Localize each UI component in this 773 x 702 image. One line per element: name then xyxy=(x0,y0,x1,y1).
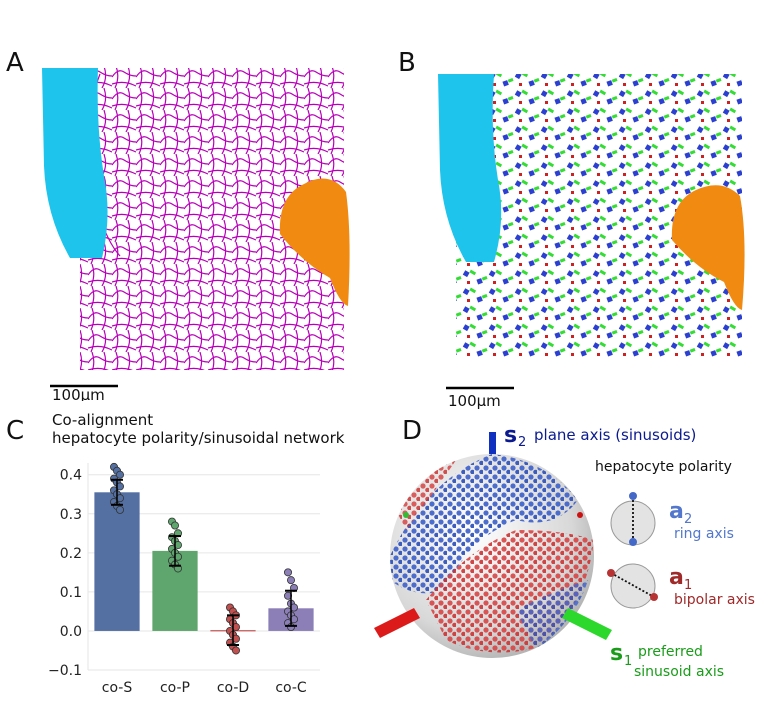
scale-label-a: 100μm xyxy=(52,386,105,401)
s2-subscript: 2 xyxy=(518,435,526,450)
chart-title-line2: hepatocyte polarity/sinusoidal network xyxy=(52,429,345,447)
s1-symbol: s xyxy=(610,641,623,666)
y-tick-label: 0.3 xyxy=(60,507,82,523)
panel-letter-b: B xyxy=(398,48,416,78)
panel-b-image: 100μm xyxy=(438,74,745,410)
polarity-title: hepatocyte polarity xyxy=(595,459,732,475)
x-tick-label: co-P xyxy=(160,680,190,696)
y-tick-label: −0.1 xyxy=(48,663,82,679)
panel-d-diagram: s 2 plane axis (sinusoids) hepatocyte po… xyxy=(374,423,755,680)
s1-subscript: 1 xyxy=(624,654,632,669)
central-vein-b xyxy=(438,74,502,262)
data-point xyxy=(170,521,179,530)
x-tick-label: co-D xyxy=(217,680,249,696)
a1-label: bipolar axis xyxy=(674,592,755,608)
scale-label-b: 100μm xyxy=(448,392,501,410)
a2-label: ring axis xyxy=(674,526,734,542)
data-point xyxy=(116,470,125,479)
panel-letter-d: D xyxy=(402,416,423,446)
data-point xyxy=(283,568,292,577)
data-point xyxy=(116,505,125,514)
chart-bars xyxy=(94,492,314,632)
y-tick-label: 0.2 xyxy=(60,546,82,562)
y-tick-label: 0.1 xyxy=(60,585,82,601)
bar-chart: 0.4 0.3 0.2 0.1 0.0 −0.1 co-S co-P co-D co-C xyxy=(48,462,320,696)
chart-x-ticks: co-S co-P co-D co-C xyxy=(102,680,307,696)
x-tick-label: co-C xyxy=(275,680,307,696)
y-tick-label: 0.0 xyxy=(60,624,82,640)
chart-y-ticks: 0.4 0.3 0.2 0.1 0.0 −0.1 xyxy=(48,468,82,679)
portal-vein xyxy=(279,178,350,306)
s1-label-line2: sinusoid axis xyxy=(634,664,724,680)
a2-subscript: 2 xyxy=(684,512,692,527)
panel-a-image: 100μm xyxy=(42,68,350,401)
chart-title-line1: Co-alignment xyxy=(52,411,154,429)
data-point xyxy=(231,646,240,655)
a2-symbol: a xyxy=(669,499,684,524)
chart-error-bars xyxy=(111,478,297,647)
s1-label-line1: preferred xyxy=(638,644,703,660)
s2-label: plane axis (sinusoids) xyxy=(534,426,696,444)
x-tick-label: co-S xyxy=(102,680,133,696)
portal-vein-b xyxy=(671,185,745,310)
panel-letter-a: A xyxy=(6,48,24,78)
data-point xyxy=(286,576,295,585)
central-vein xyxy=(42,68,108,258)
s2-symbol: s xyxy=(504,423,517,448)
a1-symbol: a xyxy=(669,565,684,590)
y-tick-label: 0.4 xyxy=(60,468,82,484)
a1-subscript: 1 xyxy=(684,578,692,593)
a1-axis-rod xyxy=(374,608,420,638)
bar-co-S xyxy=(94,492,140,631)
s1-axis-rod xyxy=(562,608,612,640)
panel-letter-c: C xyxy=(6,416,25,446)
